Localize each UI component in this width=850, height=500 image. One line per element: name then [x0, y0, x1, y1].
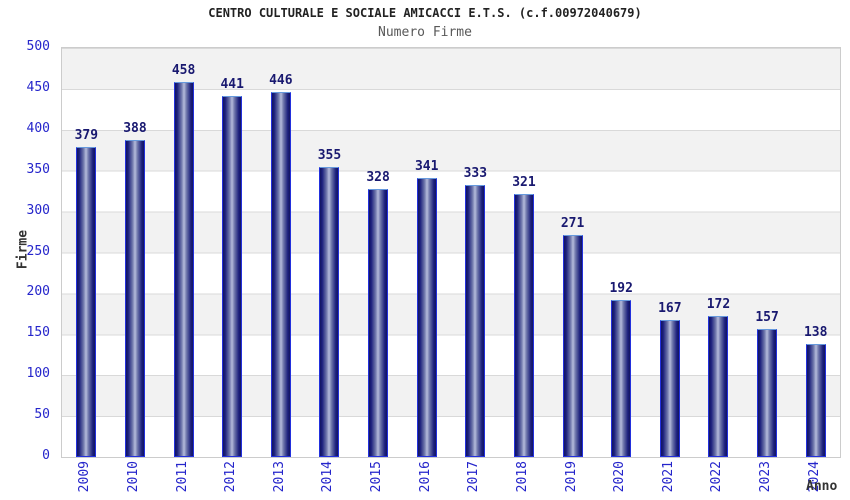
y-tick-label: 450: [26, 79, 50, 95]
x-axis-title: Anno: [806, 479, 838, 494]
bar-value-label: 172: [706, 297, 731, 313]
x-tick-label: 2019: [563, 461, 579, 493]
bar-2018: [513, 194, 534, 457]
x-tick-label: 2023: [758, 461, 774, 493]
y-tick-label: 300: [26, 202, 50, 218]
y-tick-label: 0: [42, 448, 50, 463]
bar-value-label: 388: [123, 120, 147, 136]
bar-value-label: 321: [512, 175, 536, 191]
bar-2010: [124, 139, 145, 457]
x-tick-label: 2021: [660, 461, 676, 493]
bar-value-label: 138: [803, 325, 828, 341]
chart-title: CENTRO CULTURALE E SOCIALE AMICACCI E.T.…: [208, 6, 642, 20]
x-tick-label: 2011: [174, 461, 190, 493]
bar-2020: [611, 299, 632, 457]
bar-2024: [805, 344, 826, 457]
y-tick-label: 500: [26, 39, 50, 54]
bar-2009: [76, 146, 97, 457]
plot-area: 379 388 458 441 446 355 328 341 333 321 271 192 167 1…: [61, 47, 841, 458]
x-tick-label: 2022: [709, 461, 725, 493]
bar-value-label: 328: [366, 169, 390, 185]
x-tick-label: 2015: [369, 461, 385, 493]
bar-value-label: 333: [463, 165, 488, 181]
bar-2023: [757, 328, 778, 457]
bar-2015: [368, 188, 389, 457]
y-tick-label: 150: [26, 325, 50, 341]
bar-2021: [659, 320, 680, 457]
y-tick-label: 350: [26, 161, 50, 177]
x-tick-label: 2013: [271, 461, 287, 493]
bar-value-label: 446: [269, 73, 293, 89]
x-tick-label: 2017: [466, 461, 482, 493]
y-tick-label: 250: [26, 243, 50, 259]
bar-value-label: 192: [609, 280, 633, 296]
bar-2017: [465, 184, 486, 457]
bar-value-label: 441: [220, 77, 244, 93]
bar-2022: [708, 316, 729, 457]
y-tick-label: 400: [26, 120, 50, 136]
bar-value-label: 341: [414, 159, 439, 175]
y-tick-label: 200: [26, 284, 50, 300]
x-tick-label: 2018: [514, 461, 530, 493]
y-tick-label: 100: [26, 366, 50, 382]
x-tick-label: 2012: [223, 461, 239, 493]
chart-subtitle: Numero Firme: [378, 25, 472, 40]
x-tick-label: 2016: [417, 461, 433, 493]
bar-value-label: 458: [171, 63, 196, 79]
bar-2016: [416, 178, 437, 457]
x-tick-label: 2010: [125, 461, 141, 493]
bar-value-label: 271: [560, 216, 585, 232]
bar-value-label: 157: [755, 309, 779, 325]
bar-2011: [173, 82, 194, 457]
bar-value-label: 379: [74, 127, 99, 143]
bar-2014: [319, 166, 340, 457]
bar-value-label: 167: [658, 301, 682, 317]
y-tick-label: 50: [34, 407, 50, 423]
bar-2019: [562, 235, 583, 457]
x-tick-label: 2020: [612, 461, 628, 493]
bar-value-label: 355: [317, 147, 342, 163]
x-tick-label: 2009: [77, 461, 93, 493]
x-tick-label: 2014: [320, 461, 336, 493]
bar-2012: [222, 96, 243, 457]
bar-2013: [270, 92, 291, 457]
